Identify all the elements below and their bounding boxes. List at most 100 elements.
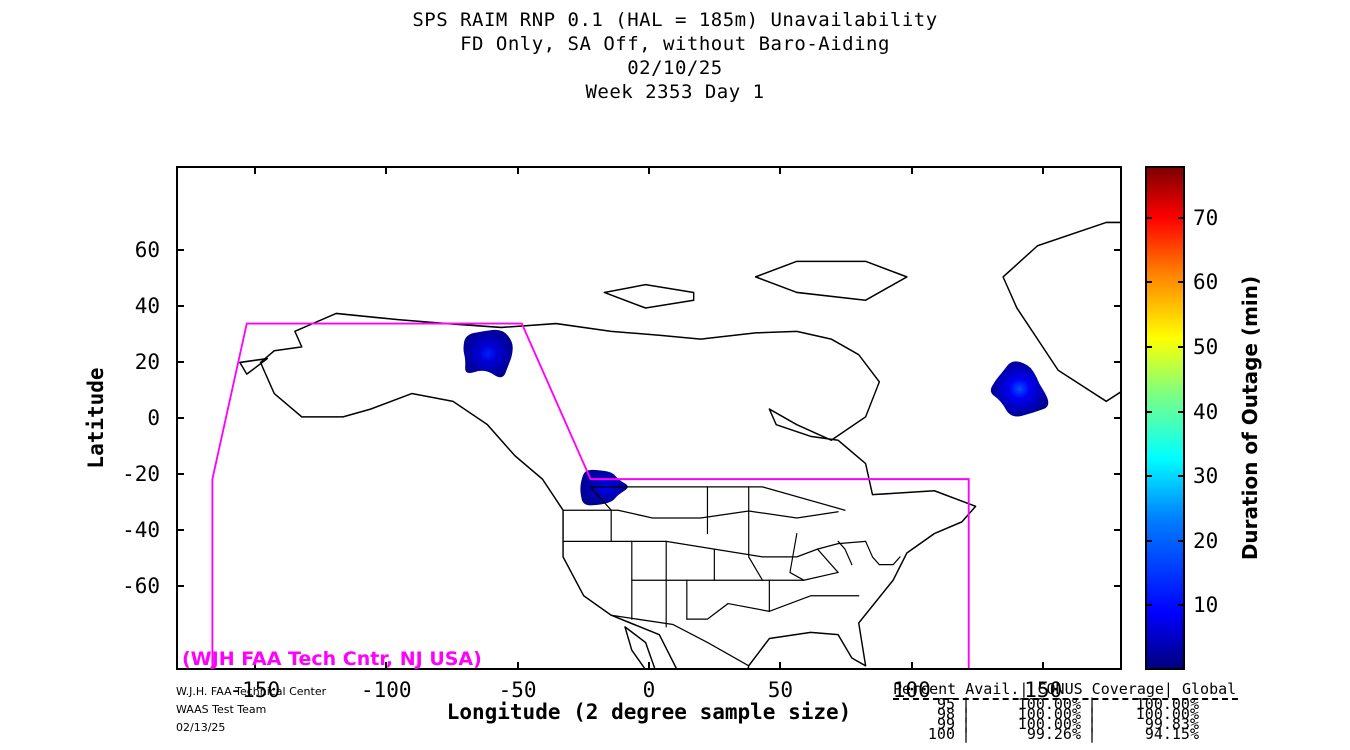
political-border — [631, 571, 839, 581]
political-border — [686, 595, 860, 620]
colorbar-tick-label-5: 60 — [1193, 270, 1219, 295]
outage-region — [990, 361, 1049, 417]
colorbar-tick — [1178, 539, 1185, 542]
x-tick — [779, 166, 782, 174]
stats-row: 98 | 100.00% | 100.00% — [893, 705, 1201, 723]
x-tick — [516, 662, 519, 670]
x-tick — [910, 166, 913, 174]
stats-cell-global: 94.15% — [1144, 725, 1199, 743]
y-tick-label-1: 40 — [134, 294, 160, 318]
x-tick — [1042, 662, 1045, 670]
y-tick — [176, 361, 184, 363]
stats-cell-conus: 100.00% — [1017, 715, 1081, 733]
y-tick — [1114, 361, 1122, 363]
stats-cell-divider: | — [961, 725, 971, 743]
stats-row: 95 | 100.00% | 100.00% — [893, 695, 1201, 713]
colorbar-tick-label-0: 10 — [1193, 593, 1219, 618]
x-tick — [648, 662, 650, 670]
political-border — [562, 540, 867, 558]
colorbar-tick — [1178, 410, 1185, 413]
coverage-polygon — [211, 322, 970, 668]
stats-cell-global: 100.00% — [1135, 695, 1199, 713]
political-border — [748, 486, 764, 581]
x-tick — [253, 662, 256, 670]
y-tick — [176, 249, 184, 251]
colorbar-tick — [1145, 345, 1152, 348]
y-tick — [1114, 473, 1122, 475]
x-tick — [910, 662, 913, 670]
stats-cell-conus: 99.26% — [1026, 725, 1081, 743]
stats-row: 100 | 99.26% | 94.15% — [893, 725, 1201, 743]
political-border — [878, 556, 901, 566]
colorbar-tick-label-3: 40 — [1193, 399, 1219, 424]
y-tick — [1114, 417, 1122, 419]
x-tick — [253, 166, 256, 174]
colorbar-tick-label-2: 30 — [1193, 464, 1219, 489]
stats-table-rule — [893, 698, 1238, 700]
world-map-plot — [176, 166, 1122, 670]
coastline — [754, 260, 908, 301]
stats-cell-divider: | — [961, 705, 971, 723]
title-line-4: Week 2353 Day 1 — [585, 81, 765, 103]
stats-table: 95 | 100.00% | 100.00% 98 | 100.00% | 100.00% 99 | 1… — [893, 695, 1201, 743]
y-tick — [176, 473, 184, 475]
y-tick — [176, 305, 184, 307]
y-tick — [176, 585, 184, 587]
credits-line-3: 02/13/25 — [176, 721, 226, 734]
outage-heatmap-layer — [463, 329, 1049, 506]
x-tick-label-3: 0 — [642, 678, 656, 702]
x-tick — [516, 166, 519, 174]
chart-title-block: SPS RAIM RNP 0.1 (HAL = 185m) Unavailabi… — [0, 8, 1350, 104]
political-border — [837, 540, 853, 566]
colorbar-tick — [1178, 604, 1185, 607]
colorbar-tick — [1178, 475, 1185, 478]
stats-cell-divider: | — [1087, 725, 1097, 743]
x-tick-label-4: 50 — [767, 678, 794, 702]
stats-table-header: Percent Avail.| CONUS Coverage| Global — [893, 680, 1237, 698]
outage-region — [463, 329, 513, 378]
coastline — [259, 312, 977, 668]
colorbar-tick — [1145, 410, 1152, 413]
y-tick — [1114, 529, 1122, 531]
y-tick-label-3: 0 — [147, 406, 160, 430]
colorbar-tick-label-1: 20 — [1193, 528, 1219, 553]
y-tick — [1114, 249, 1122, 251]
x-tick — [1042, 166, 1045, 174]
coverage-polygon-layer — [211, 322, 970, 668]
credits-line-2: WAAS Test Team — [176, 703, 267, 716]
stats-cell-global: 99.83% — [1144, 715, 1199, 733]
colorbar-tick — [1145, 281, 1152, 284]
y-tick — [176, 417, 184, 419]
x-tick-label-2: -50 — [498, 678, 537, 702]
stats-cell-divider: | — [961, 695, 971, 713]
political-border — [816, 548, 839, 574]
colorbar-tick — [1145, 604, 1152, 607]
stats-cell-divider: | — [1087, 715, 1097, 733]
colorbar-tick-label-6: 70 — [1193, 205, 1219, 230]
stats-cell-divider: | — [961, 715, 971, 733]
colorbar-title: Duration of Outage (min) — [1238, 275, 1262, 561]
credits-block: W.J.H. FAA Technical Center WAAS Test Te… — [176, 683, 326, 737]
stats-row: 99 | 100.00% | 99.83% — [893, 715, 1201, 733]
y-tick — [1114, 585, 1122, 587]
x-tick — [385, 166, 388, 174]
map-canvas — [211, 221, 1120, 668]
political-border — [865, 540, 880, 566]
colorbar-tick — [1145, 216, 1152, 219]
stats-cell-percent: 100 — [927, 725, 955, 743]
plot-caption: (WJH FAA Tech Cntr, NJ USA) — [182, 648, 482, 670]
y-tick — [176, 529, 184, 531]
y-axis-title: Latitude — [84, 367, 108, 469]
colorbar-tick — [1178, 345, 1185, 348]
stats-cell-conus: 100.00% — [1017, 695, 1081, 713]
coastline — [1002, 221, 1120, 403]
x-axis-title: Longitude (2 degree sample size) — [446, 700, 852, 724]
coastline-layer — [239, 221, 1120, 668]
title-line-1: SPS RAIM RNP 0.1 (HAL = 185m) Unavailabi… — [412, 9, 938, 31]
stats-cell-conus: 100.00% — [1017, 705, 1081, 723]
x-tick-label-0: -150 — [229, 678, 281, 702]
colorbar-gradient — [1145, 166, 1185, 670]
x-tick — [648, 166, 650, 174]
y-tick — [1114, 305, 1122, 307]
political-border — [589, 486, 846, 511]
